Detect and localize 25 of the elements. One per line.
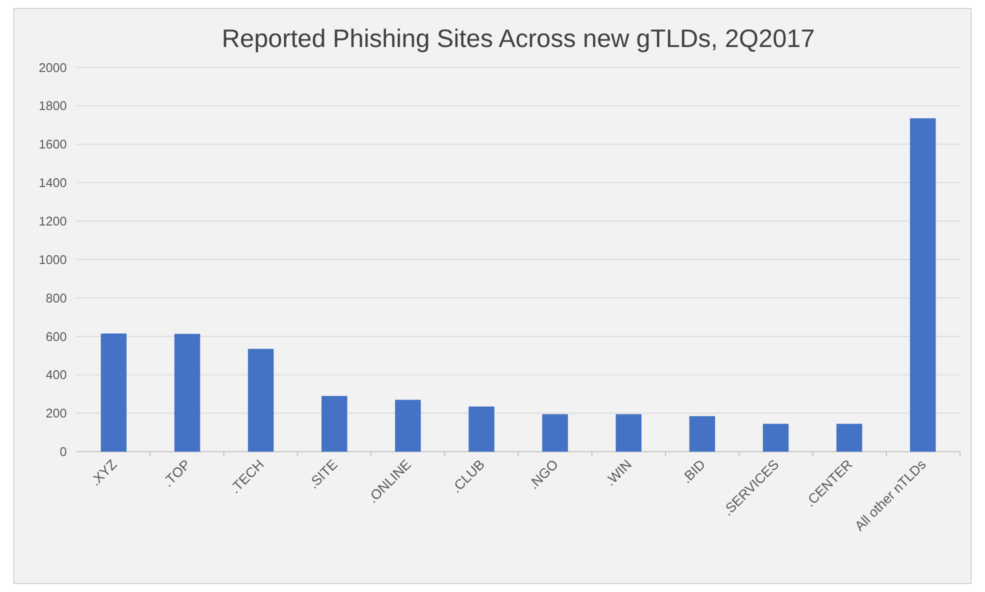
bar [100,333,127,452]
x-tick-label: .BID [678,456,708,486]
bar [836,424,862,452]
y-tick-label: 1200 [38,214,67,229]
bar [762,424,789,452]
y-tick-label: 200 [46,406,67,421]
bar [468,406,494,452]
bar [616,414,642,452]
y-tick-label: 600 [46,330,67,344]
bar [395,400,421,452]
y-tick-label: 400 [46,368,67,382]
y-tick-label: 800 [46,291,67,306]
y-tick-label: 2000 [38,60,67,75]
bar [174,334,200,452]
y-tick-label: 1000 [38,252,67,267]
bar [542,414,568,452]
y-tick-label: 1600 [38,138,67,152]
bar [248,348,274,452]
y-tick-label: 1800 [38,99,67,114]
bar [910,118,936,452]
chart-title: Reported Phishing Sites Across new gTLDs, 2Q2017 [222,24,815,53]
y-tick-label: 1400 [38,176,67,190]
bar [689,416,716,452]
y-tick-label: 0 [60,445,67,460]
bar [322,396,348,452]
